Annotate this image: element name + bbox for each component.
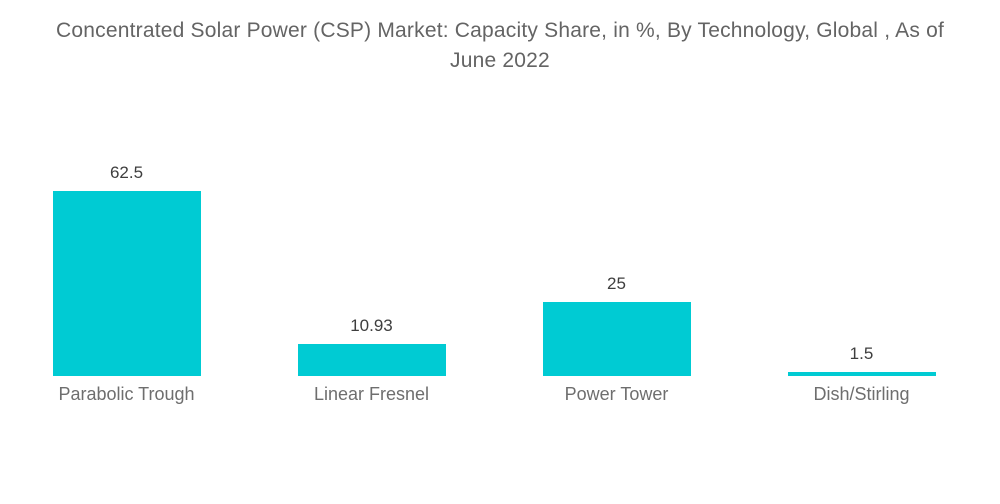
bar-value-label: 25 xyxy=(607,274,626,293)
category-label: Power Tower xyxy=(564,384,669,404)
chart-title: Concentrated Solar Power (CSP) Market: C… xyxy=(56,19,944,72)
bar xyxy=(297,343,446,376)
bar-column: 62.5 xyxy=(4,163,249,376)
bar-column: 25 xyxy=(494,274,739,376)
category-axis: Parabolic Trough Linear Fresnel Power Towe… xyxy=(4,384,984,405)
plot-area: 62.5 10.93 25 1.5 xyxy=(4,0,984,376)
bar-column: 10.93 xyxy=(249,316,494,376)
bar-column: 1.5 xyxy=(739,344,984,376)
category-label: Dish/Stirling xyxy=(813,384,910,404)
bar-value-label: 1.5 xyxy=(849,343,874,363)
category-label: Linear Fresnel xyxy=(313,384,430,404)
bar xyxy=(542,302,691,376)
category-label: Parabolic Trough xyxy=(58,384,195,404)
bar xyxy=(52,191,201,376)
bar-value-label: 62.5 xyxy=(109,163,144,182)
bar xyxy=(787,371,936,376)
bar-value-label: 10.93 xyxy=(350,315,393,335)
